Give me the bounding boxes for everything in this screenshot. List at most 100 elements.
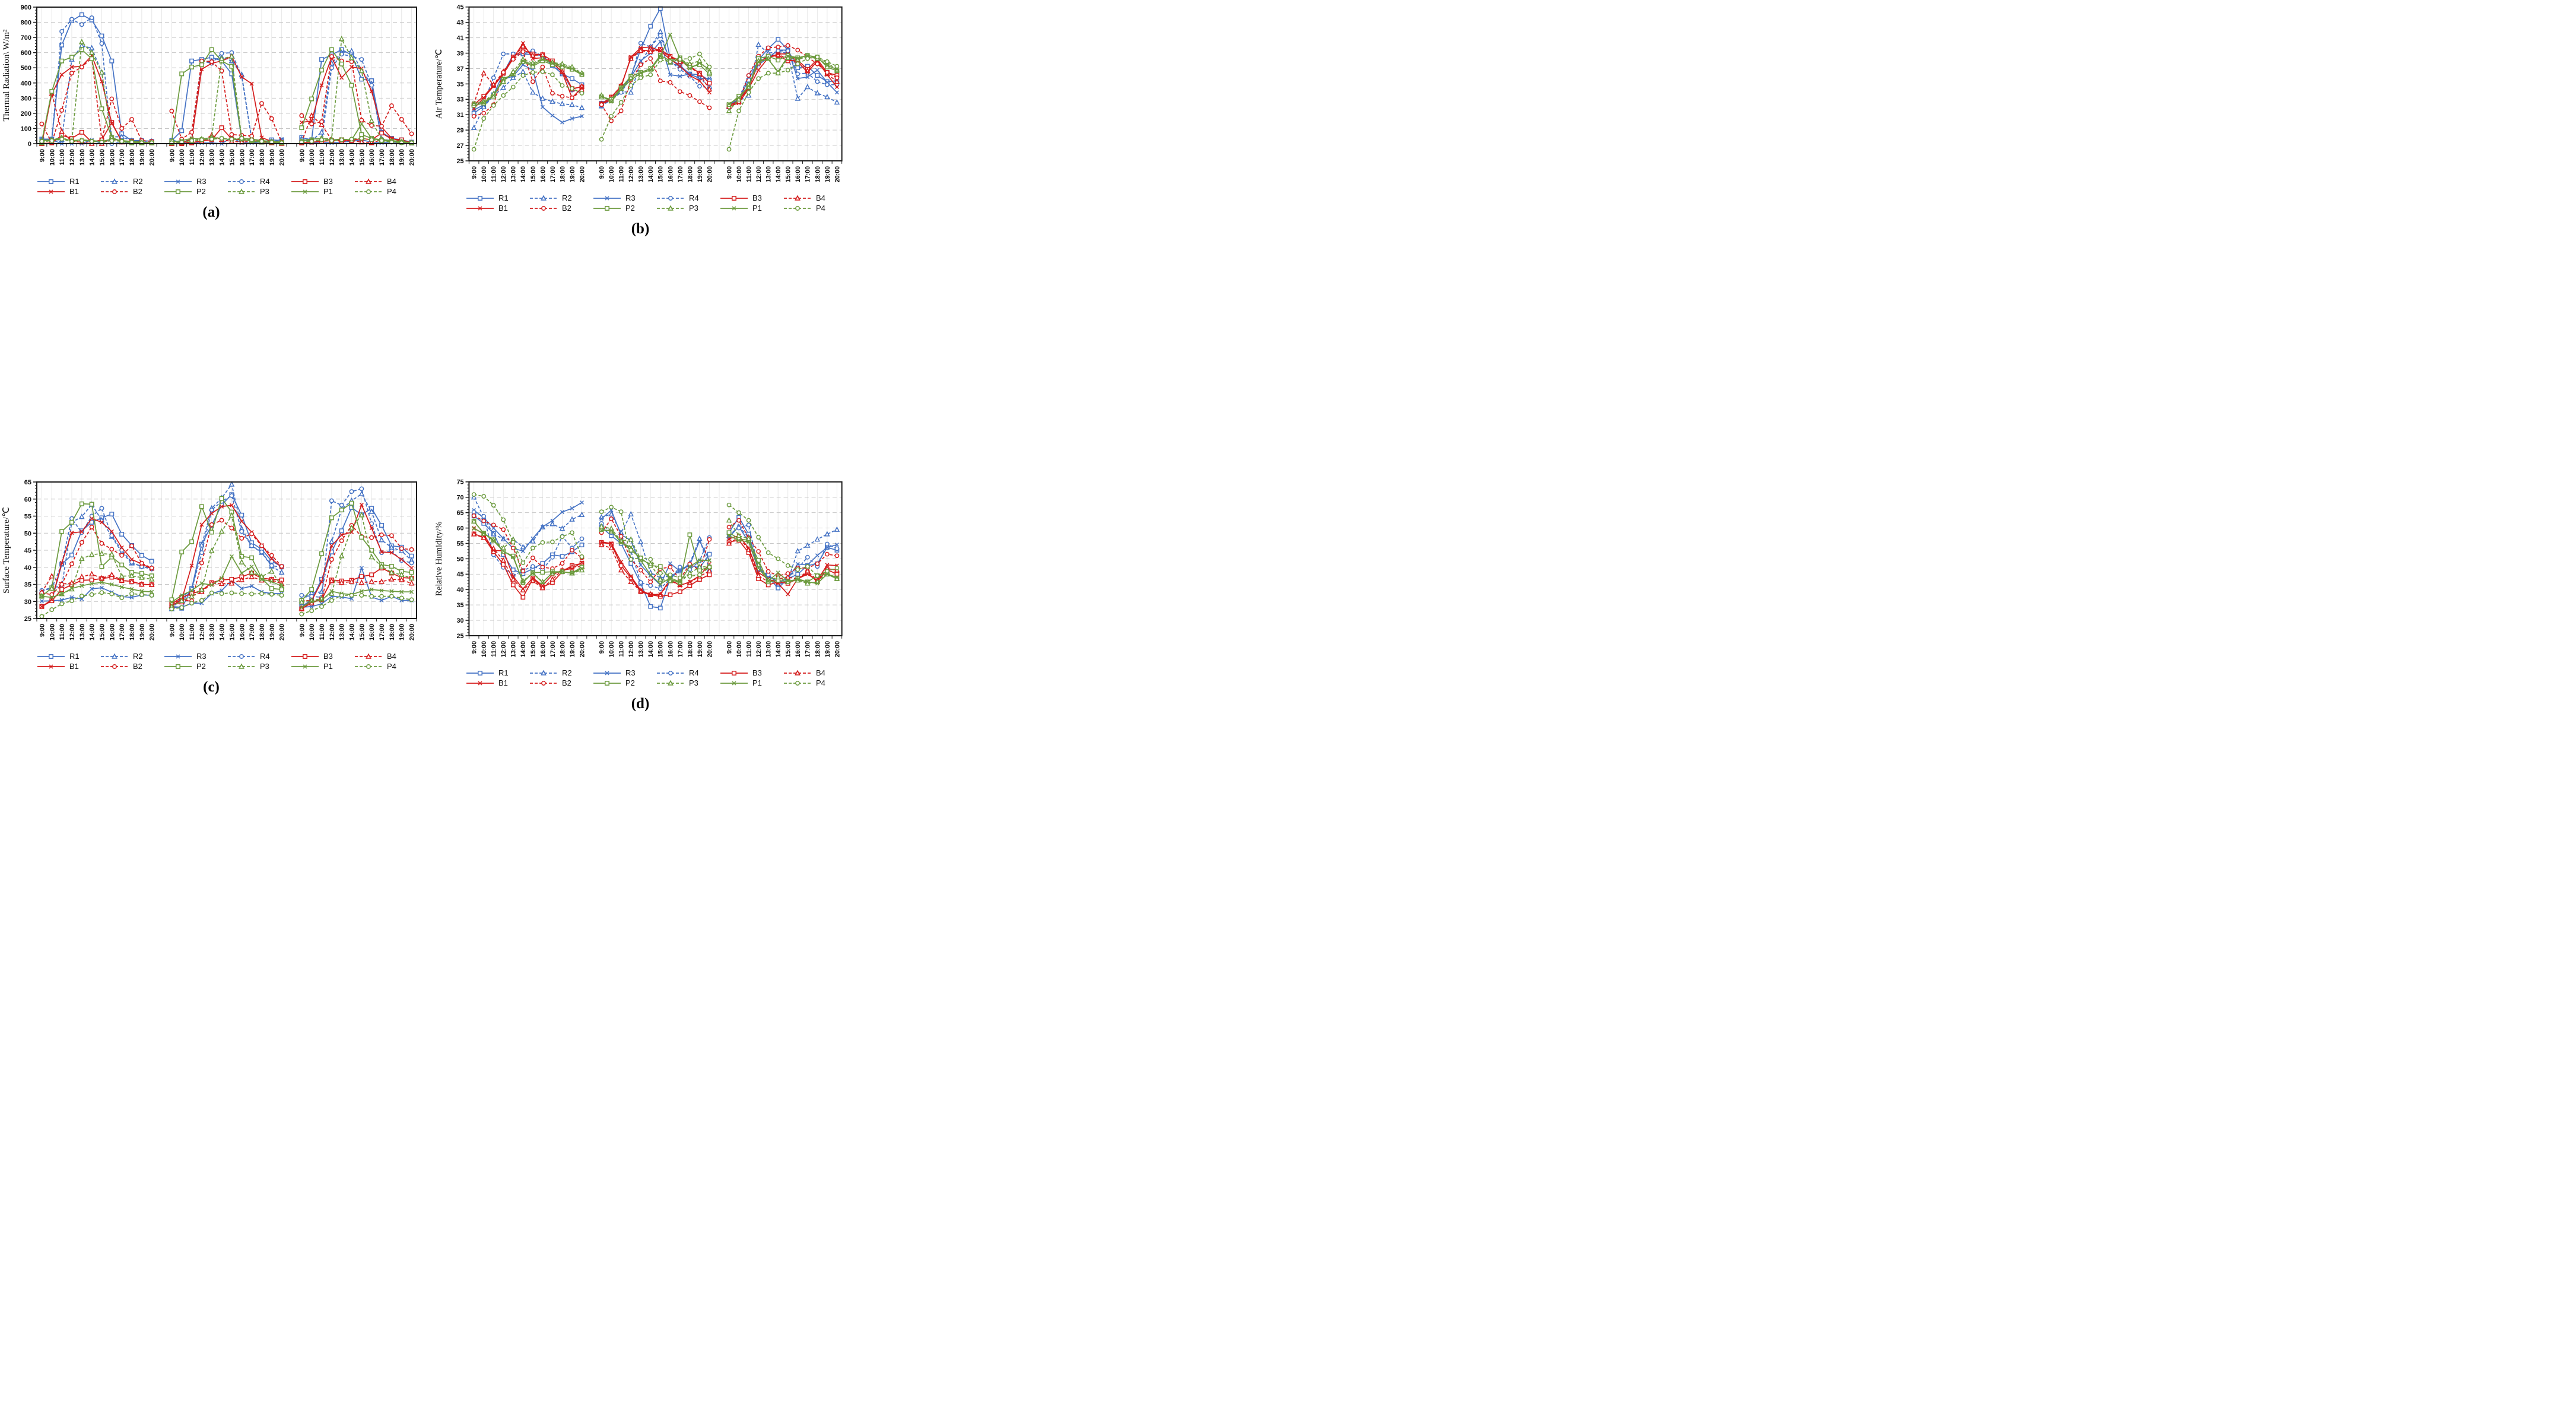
legend-label-P2: P2 — [625, 678, 635, 687]
svg-text:18:00: 18:00 — [389, 624, 396, 640]
svg-text:11:00: 11:00 — [59, 624, 66, 640]
svg-text:15:00: 15:00 — [658, 641, 665, 658]
svg-text:9:00: 9:00 — [599, 641, 606, 654]
svg-text:40: 40 — [457, 586, 464, 594]
svg-text:12:00: 12:00 — [628, 166, 635, 183]
svg-text:10:00: 10:00 — [481, 641, 488, 658]
svg-text:14:00: 14:00 — [89, 624, 96, 640]
svg-text:15:00: 15:00 — [658, 166, 665, 183]
svg-text:20:00: 20:00 — [706, 166, 713, 183]
legend-item-R4: R4 — [656, 668, 719, 677]
legend-item-P2: P2 — [593, 678, 655, 687]
svg-text:18:00: 18:00 — [389, 149, 396, 166]
legend-marker-B3 — [720, 670, 748, 675]
legend-label-R1: R1 — [69, 177, 80, 186]
legend-marker-B1 — [466, 205, 494, 211]
chart-b-y-axis-title: Air Temperature/℃ — [434, 49, 444, 119]
svg-text:19:00: 19:00 — [824, 641, 831, 658]
svg-text:14:00: 14:00 — [520, 641, 527, 658]
svg-text:700: 700 — [21, 34, 31, 42]
svg-text:11:00: 11:00 — [319, 149, 326, 166]
legend-label-P1: P1 — [323, 187, 333, 196]
legend-item-R3: R3 — [593, 668, 655, 677]
svg-text:14:00: 14:00 — [647, 641, 655, 658]
legend-label-R2: R2 — [562, 668, 572, 677]
legend-item-R2: R2 — [529, 194, 592, 202]
svg-text:13:00: 13:00 — [638, 166, 645, 183]
legend-item-R3: R3 — [593, 194, 655, 202]
svg-text:20:00: 20:00 — [706, 641, 713, 658]
legend-marker-P1 — [720, 680, 748, 686]
svg-text:600: 600 — [21, 50, 31, 57]
legend-item-R3: R3 — [164, 177, 226, 186]
svg-text:19:00: 19:00 — [697, 641, 704, 658]
legend-label-B2: B2 — [562, 678, 571, 687]
svg-text:16:00: 16:00 — [239, 624, 246, 640]
svg-text:20:00: 20:00 — [149, 624, 156, 640]
svg-text:12:00: 12:00 — [628, 641, 635, 658]
legend-item-P2: P2 — [593, 204, 655, 213]
legend-item-B2: B2 — [100, 662, 163, 671]
svg-text:18:00: 18:00 — [687, 641, 694, 658]
svg-text:11:00: 11:00 — [746, 641, 753, 657]
legend-label-R3: R3 — [196, 177, 207, 186]
svg-text:14:00: 14:00 — [349, 624, 356, 640]
legend-marker-P4 — [355, 664, 382, 669]
legend-marker-R3 — [593, 670, 621, 675]
legend-marker-R4 — [228, 179, 255, 184]
legend-marker-R3 — [164, 654, 192, 659]
legend-marker-P2 — [593, 205, 621, 211]
figure-caption-d: (d) — [631, 696, 650, 712]
legend-marker-B3 — [291, 179, 319, 184]
legend-marker-B3 — [720, 195, 748, 201]
legend-marker-R4 — [657, 195, 684, 201]
legend-label-B1: B1 — [69, 662, 79, 671]
svg-text:25: 25 — [24, 616, 31, 623]
legend-label-B3: B3 — [323, 177, 333, 186]
legend-item-R2: R2 — [100, 177, 163, 186]
svg-text:18:00: 18:00 — [814, 166, 821, 183]
svg-text:60: 60 — [24, 496, 31, 503]
svg-text:300: 300 — [21, 95, 31, 102]
svg-text:12:00: 12:00 — [69, 149, 76, 166]
svg-text:200: 200 — [21, 110, 31, 118]
legend-item-R4: R4 — [656, 194, 719, 202]
svg-text:13:00: 13:00 — [79, 149, 86, 166]
svg-text:9:00: 9:00 — [726, 641, 733, 654]
legend-label-P3: P3 — [260, 187, 269, 196]
legend-marker-B1 — [37, 664, 65, 669]
legend-label-R3: R3 — [625, 668, 636, 677]
legend-item-B4: B4 — [783, 668, 846, 677]
legend-marker-R1 — [466, 195, 494, 201]
legend-marker-P4 — [784, 680, 811, 686]
svg-text:19:00: 19:00 — [697, 166, 704, 183]
legend-label-R2: R2 — [133, 652, 143, 661]
svg-text:11:00: 11:00 — [189, 149, 196, 166]
legend-item-B1: B1 — [37, 662, 99, 671]
svg-text:19:00: 19:00 — [569, 166, 576, 183]
svg-text:15:00: 15:00 — [358, 149, 366, 166]
legend-label-B4: B4 — [387, 177, 396, 186]
figure-grid: 0 100 200 300 400 500 600 700 800 900 9:00 10:00 11:… — [0, 0, 859, 712]
svg-text:16:00: 16:00 — [667, 166, 674, 183]
legend-label-P1: P1 — [752, 204, 762, 213]
svg-text:11:00: 11:00 — [491, 166, 498, 182]
legend-item-R1: R1 — [466, 194, 528, 202]
legend-item-R4: R4 — [227, 177, 290, 186]
svg-text:18:00: 18:00 — [259, 624, 266, 640]
legend-label-R3: R3 — [625, 194, 636, 202]
svg-text:20:00: 20:00 — [834, 166, 841, 183]
chart-a-y-axis-title: Thermal Radiation\ W/m² — [2, 29, 11, 122]
svg-text:19:00: 19:00 — [269, 624, 276, 640]
legend-marker-P1 — [291, 664, 319, 669]
svg-text:800: 800 — [21, 20, 31, 27]
legend-item-P3: P3 — [656, 678, 719, 687]
svg-text:9:00: 9:00 — [298, 149, 306, 162]
svg-text:19:00: 19:00 — [569, 641, 576, 658]
legend-label-B2: B2 — [133, 187, 142, 196]
chart-d-legend: R1 R2 R3 R4 B3 B4 B1 B2 P2 P3 P1 P4 — [466, 668, 846, 687]
svg-text:9:00: 9:00 — [169, 149, 176, 162]
legend-item-B1: B1 — [37, 187, 99, 196]
svg-text:12:00: 12:00 — [69, 624, 76, 640]
svg-text:11:00: 11:00 — [618, 641, 625, 657]
